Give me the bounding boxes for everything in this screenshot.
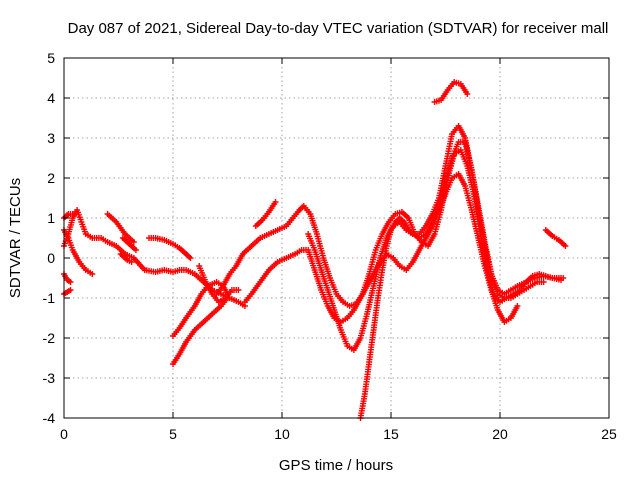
y-tick-label: 0 — [47, 250, 55, 266]
chart-title: Day 087 of 2021, Sidereal Day-to-day VTE… — [68, 20, 609, 37]
series-track-s — [542, 227, 569, 249]
x-tick-label: 10 — [274, 426, 290, 442]
series-track-r — [252, 199, 279, 229]
y-tick-label: -3 — [43, 370, 56, 386]
series-track-n — [241, 171, 521, 325]
y-tick-label: 3 — [47, 130, 55, 146]
x-tick-label: 25 — [601, 426, 617, 442]
series-track-l — [196, 263, 242, 305]
plot-frame — [63, 57, 610, 419]
series-track-d — [61, 271, 74, 285]
x-axis-title: GPS time / hours — [279, 457, 393, 474]
series-track-h — [117, 251, 135, 265]
y-tick-label: 5 — [47, 50, 55, 66]
series-track-f — [104, 211, 137, 245]
x-tick-label: 5 — [169, 426, 177, 442]
gridlines — [64, 58, 609, 418]
data-layer — [61, 79, 569, 421]
series-track-q — [431, 79, 471, 105]
y-tick-labels: -4 -3 -2 -1 0 1 2 3 4 5 — [43, 50, 56, 426]
y-tick-label: 4 — [47, 90, 55, 106]
series-track-k — [170, 295, 231, 367]
series-track-g — [119, 235, 139, 253]
series-track-i — [146, 235, 194, 261]
y-tick-label: -4 — [43, 410, 56, 426]
y-tick-label: 1 — [47, 210, 55, 226]
x-tick-label: 15 — [383, 426, 399, 442]
x-tick-label: 0 — [60, 426, 68, 442]
series-track-e — [61, 287, 74, 297]
x-tick-labels: 0 5 10 15 20 25 — [60, 426, 617, 442]
y-axis-title: SDTVAR / TECUs — [7, 178, 24, 298]
y-tick-label: -1 — [43, 290, 56, 306]
tick-marks — [63, 57, 610, 419]
y-tick-label: -2 — [43, 330, 56, 346]
y-tick-label: 2 — [47, 170, 55, 186]
x-tick-label: 20 — [492, 426, 508, 442]
